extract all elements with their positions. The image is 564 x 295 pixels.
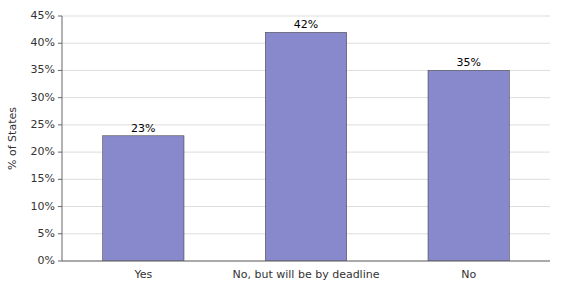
y-tick-label: 0% — [38, 254, 55, 267]
x-tick-label: Yes — [133, 268, 152, 281]
y-tick — [58, 97, 62, 98]
y-axis: 0% 5% 10% 15% 20% 25% 30% 35% 40% 45% — [31, 9, 62, 267]
bars — [103, 32, 510, 261]
y-tick-label: 25% — [31, 118, 55, 131]
x-axis: Yes No, but will be by deadline No — [133, 268, 476, 281]
data-label: 35% — [456, 56, 480, 69]
y-tick — [58, 179, 62, 180]
x-axis-line — [62, 261, 550, 262]
y-tick-label: 40% — [31, 36, 55, 49]
y-axis-label: % of States — [6, 107, 19, 170]
y-tick — [58, 43, 62, 44]
data-label: 23% — [131, 122, 155, 135]
y-tick — [58, 206, 62, 207]
grid-line — [62, 261, 550, 262]
grid — [62, 16, 550, 261]
y-tick — [58, 233, 62, 234]
y-tick-label: 10% — [31, 200, 55, 213]
y-tick — [58, 124, 62, 125]
y-tick — [58, 261, 62, 262]
data-labels: 23% 42% 35% — [131, 18, 481, 134]
x-tick-label: No, but will be by deadline — [233, 268, 380, 281]
y-axis-line — [62, 16, 63, 261]
x-tick-label: No — [461, 268, 476, 281]
data-label: 42% — [294, 18, 318, 31]
bar — [265, 32, 346, 261]
y-tick — [58, 152, 62, 153]
bar — [103, 136, 184, 261]
chart-container: 0% 5% 10% 15% 20% 25% 30% 35% 40% 45% 23% 42% 35% Yes… — [0, 0, 564, 295]
y-tick-label: 5% — [38, 227, 55, 240]
chart: 0% 5% 10% 15% 20% 25% 30% 35% 40% 45% 23% 42% 35% Yes… — [0, 0, 564, 295]
y-tick-label: 15% — [31, 172, 55, 185]
y-tick-label: 30% — [31, 91, 55, 104]
y-tick — [58, 16, 62, 17]
y-tick-label: 35% — [31, 63, 55, 76]
grid-line — [62, 16, 550, 17]
y-tick-label: 45% — [31, 9, 55, 22]
y-tick — [58, 70, 62, 71]
y-tick-label: 20% — [31, 145, 55, 158]
bar — [428, 70, 509, 261]
